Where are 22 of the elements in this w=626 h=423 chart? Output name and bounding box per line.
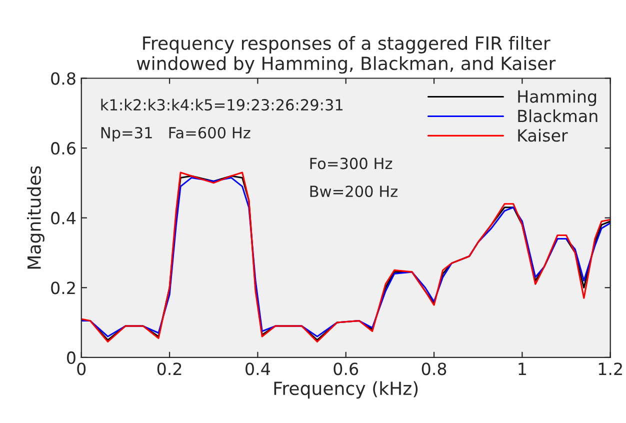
y-tick-label: 0.6 [51,142,76,155]
x-tick-label: 1 [518,362,526,375]
chart-title: Frequency responses of a staggered FIR filter windowed by Hamming, Blackman, and Kaiser [136,36,556,74]
legend-label: Kaiser [518,128,568,142]
annotation: k1:k2:k3:k4:k5=19:23:26:29:31 [101,98,343,111]
x-axis-title: Frequency (kHz) [274,381,418,399]
annotation: Bw=200 Hz [310,186,398,198]
x-tick-label: 0 [77,362,86,376]
x-tick-label: 0.2 [157,362,182,376]
y-tick-label: 0 [67,351,76,364]
x-tick-label: 0.6 [334,362,358,376]
x-tick-label: 0.4 [246,362,270,376]
annotation: Np=31 Fa=600 Hz [101,126,250,142]
y-tick-label: 0.4 [51,212,76,224]
annotation: Fo=300 Hz [310,158,392,170]
y-tick-label: 0.8 [51,72,76,85]
legend-label: Hamming [518,90,596,106]
x-tick-label: 1.2 [598,362,622,375]
x-tick-label: 0.8 [422,362,446,376]
y-tick-label: 0.2 [51,282,75,294]
y-axis-title: Magnitudes [26,166,44,269]
legend-label: Blackman [518,109,598,122]
